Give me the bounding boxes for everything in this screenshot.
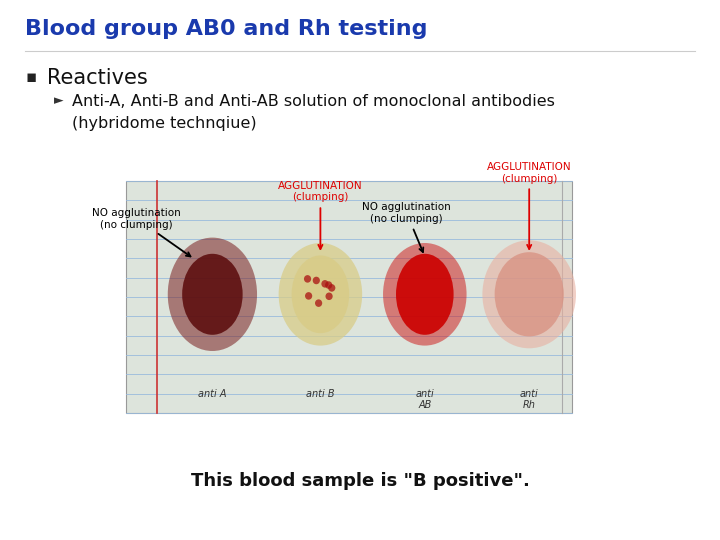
Text: (hybridome technqiue): (hybridome technqiue): [72, 116, 256, 131]
Text: Blood group AB0 and Rh testing: Blood group AB0 and Rh testing: [25, 19, 428, 39]
Ellipse shape: [328, 284, 336, 292]
Text: ▪: ▪: [25, 68, 37, 85]
Ellipse shape: [292, 255, 349, 333]
Text: AGGLUTINATION
(clumping): AGGLUTINATION (clumping): [487, 162, 572, 249]
Ellipse shape: [168, 238, 257, 351]
Text: This blood sample is "B positive".: This blood sample is "B positive".: [191, 471, 529, 490]
Text: NO agglutination
(no clumping): NO agglutination (no clumping): [92, 208, 191, 256]
Text: NO agglutination
(no clumping): NO agglutination (no clumping): [362, 202, 451, 252]
Ellipse shape: [396, 254, 454, 335]
Text: anti
Rh: anti Rh: [520, 389, 539, 410]
Text: anti A: anti A: [198, 389, 227, 399]
Text: anti B: anti B: [306, 389, 335, 399]
Ellipse shape: [279, 243, 362, 346]
Text: ►: ►: [54, 94, 63, 107]
Ellipse shape: [182, 254, 243, 335]
Text: Reactives: Reactives: [47, 68, 148, 87]
Ellipse shape: [304, 275, 311, 282]
Ellipse shape: [321, 280, 328, 288]
Ellipse shape: [383, 243, 467, 346]
Ellipse shape: [325, 281, 332, 289]
Ellipse shape: [312, 276, 320, 284]
Ellipse shape: [325, 293, 333, 300]
Ellipse shape: [305, 292, 312, 300]
Ellipse shape: [482, 240, 576, 348]
Text: anti
AB: anti AB: [415, 389, 434, 410]
Ellipse shape: [315, 299, 323, 307]
Text: Anti-A, Anti-B and Anti-AB solution of monoclonal antibodies: Anti-A, Anti-B and Anti-AB solution of m…: [72, 94, 555, 110]
Bar: [126, 181, 572, 413]
Ellipse shape: [495, 252, 564, 336]
Text: AGGLUTINATION
(clumping): AGGLUTINATION (clumping): [278, 181, 363, 249]
